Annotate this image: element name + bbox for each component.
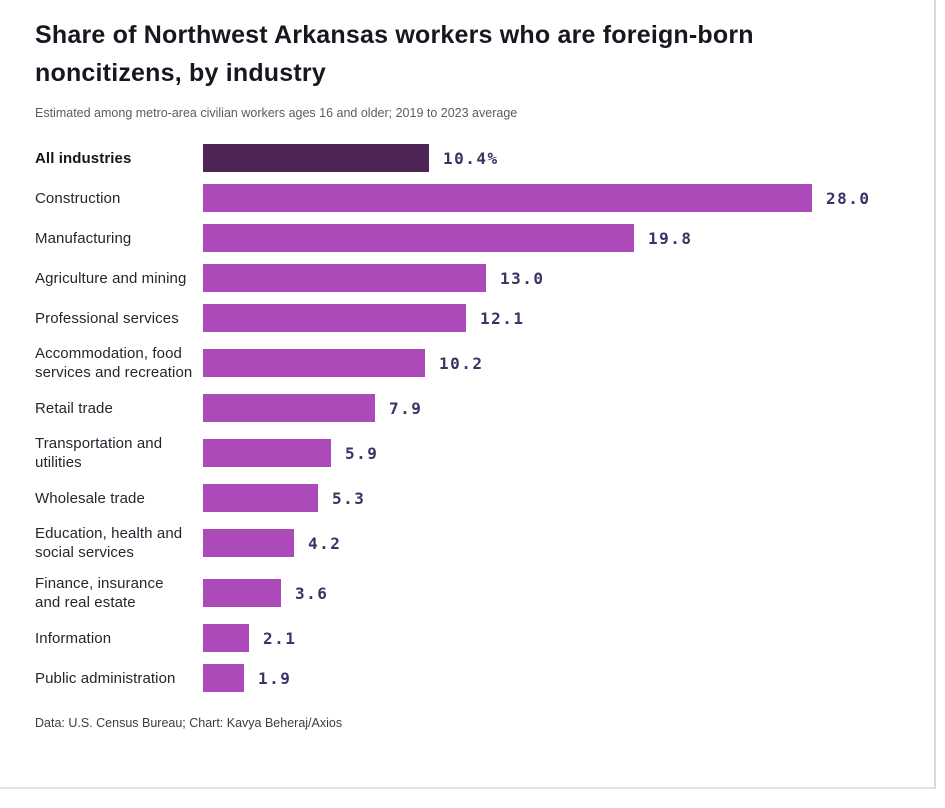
value-label: 10.4% xyxy=(443,148,499,168)
chart-footer: Data: U.S. Census Bureau; Chart: Kavya B… xyxy=(35,716,343,730)
bar xyxy=(203,184,812,212)
chart-row: All industries 10.4% xyxy=(35,144,934,172)
bar-area: 4.2 xyxy=(203,529,934,557)
bar-area: 12.1 xyxy=(203,304,934,332)
category-label: Accommodation, food services and recreat… xyxy=(35,345,193,381)
chart-row: Manufacturing 19.8 xyxy=(35,224,934,252)
value-label: 3.6 xyxy=(295,583,329,603)
value-label: 7.9 xyxy=(389,398,423,418)
bar-area: 10.2 xyxy=(203,349,934,377)
chart-frame: Share of Northwest Arkansas workers who … xyxy=(0,0,936,789)
chart-row: Construction 28.0 xyxy=(35,184,934,212)
chart-row: Agriculture and mining 13.0 xyxy=(35,264,934,292)
category-label: Education, health and social services xyxy=(35,525,183,561)
chart-content: Share of Northwest Arkansas workers who … xyxy=(35,21,934,730)
category-label: Retail trade xyxy=(35,399,113,417)
bar-area: 5.9 xyxy=(203,439,934,467)
value-label: 12.1 xyxy=(480,308,525,328)
value-label: 1.9 xyxy=(258,668,292,688)
category-label: Transportation and utilities xyxy=(35,435,163,471)
category-label: Construction xyxy=(35,189,121,207)
value-label: 5.3 xyxy=(332,488,366,508)
bar xyxy=(203,224,634,252)
bar-area: 3.6 xyxy=(203,579,934,607)
value-label: 28.0 xyxy=(826,188,871,208)
chart-row: Wholesale trade 5.3 xyxy=(35,484,934,512)
value-label: 10.2 xyxy=(439,353,484,373)
bar-area: 10.4% xyxy=(203,144,934,172)
category-label: Manufacturing xyxy=(35,229,132,247)
bar xyxy=(203,624,249,652)
bar xyxy=(203,304,466,332)
category-label: Professional services xyxy=(35,309,179,327)
category-label: Wholesale trade xyxy=(35,489,145,507)
value-label: 19.8 xyxy=(648,228,693,248)
category-label: Public administration xyxy=(35,669,176,687)
category-label: All industries xyxy=(35,149,132,167)
bar xyxy=(203,579,281,607)
chart-row: Finance, insurance and real estate 3.6 xyxy=(35,574,934,612)
chart-row: Education, health and social services 4.… xyxy=(35,524,934,562)
chart-row: Information 2.1 xyxy=(35,624,934,652)
bar xyxy=(203,529,294,557)
bar xyxy=(203,664,244,692)
bar-area: 7.9 xyxy=(203,394,934,422)
chart-row: Professional services 12.1 xyxy=(35,304,934,332)
bar xyxy=(203,349,425,377)
bar-area: 5.3 xyxy=(203,484,934,512)
bar xyxy=(203,439,331,467)
bar-area: 13.0 xyxy=(203,264,934,292)
chart-row: Public administration 1.9 xyxy=(35,664,934,692)
bar-area: 28.0 xyxy=(203,184,934,212)
bar xyxy=(203,144,429,172)
bar xyxy=(203,264,486,292)
bar-area: 1.9 xyxy=(203,664,934,692)
chart-row: Retail trade 7.9 xyxy=(35,394,934,422)
category-label: Agriculture and mining xyxy=(35,269,187,287)
chart-row: Accommodation, food services and recreat… xyxy=(35,344,934,382)
bar-chart: All industries 10.4% Construction 28.0 M… xyxy=(35,144,934,692)
bar xyxy=(203,484,318,512)
chart-subtitle: Estimated among metro-area civilian work… xyxy=(35,106,518,120)
bar xyxy=(203,394,375,422)
value-label: 2.1 xyxy=(263,628,297,648)
chart-row: Transportation and utilities 5.9 xyxy=(35,434,934,472)
bar-area: 19.8 xyxy=(203,224,934,252)
value-label: 13.0 xyxy=(500,268,545,288)
chart-title: Share of Northwest Arkansas workers who … xyxy=(35,21,754,87)
bar-area: 2.1 xyxy=(203,624,934,652)
value-label: 5.9 xyxy=(345,443,379,463)
category-label: Information xyxy=(35,629,112,647)
value-label: 4.2 xyxy=(308,533,342,553)
category-label: Finance, insurance and real estate xyxy=(35,575,164,611)
